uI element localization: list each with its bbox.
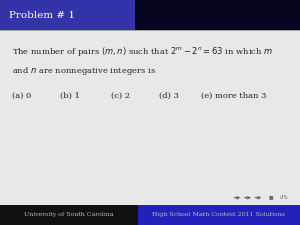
Text: High School Math Contest 2011 Solutions: High School Math Contest 2011 Solutions — [152, 212, 286, 217]
Text: (e) more than 3: (e) more than 3 — [201, 92, 266, 100]
Bar — [0, 0, 135, 30]
Bar — [0, 205, 138, 225]
Bar — [135, 0, 300, 30]
Text: ◄▶  ◄▶  ◄▶     ■    ↺↻: ◄▶ ◄▶ ◄▶ ■ ↺↻ — [233, 196, 288, 200]
Text: (a) 0: (a) 0 — [12, 92, 31, 100]
Text: (c) 2: (c) 2 — [111, 92, 130, 100]
Text: Problem # 1: Problem # 1 — [9, 11, 75, 20]
Text: (d) 3: (d) 3 — [159, 92, 179, 100]
Text: and $n$ are nonnegative integers is: and $n$ are nonnegative integers is — [12, 65, 156, 77]
Text: (b) 1: (b) 1 — [60, 92, 80, 100]
Bar — [138, 205, 300, 225]
Text: The number of pairs $(m, n)$ such that $2^m - 2^n = 63$ in which $m$: The number of pairs $(m, n)$ such that $… — [12, 45, 273, 58]
Text: University of South Carolina: University of South Carolina — [24, 212, 114, 217]
